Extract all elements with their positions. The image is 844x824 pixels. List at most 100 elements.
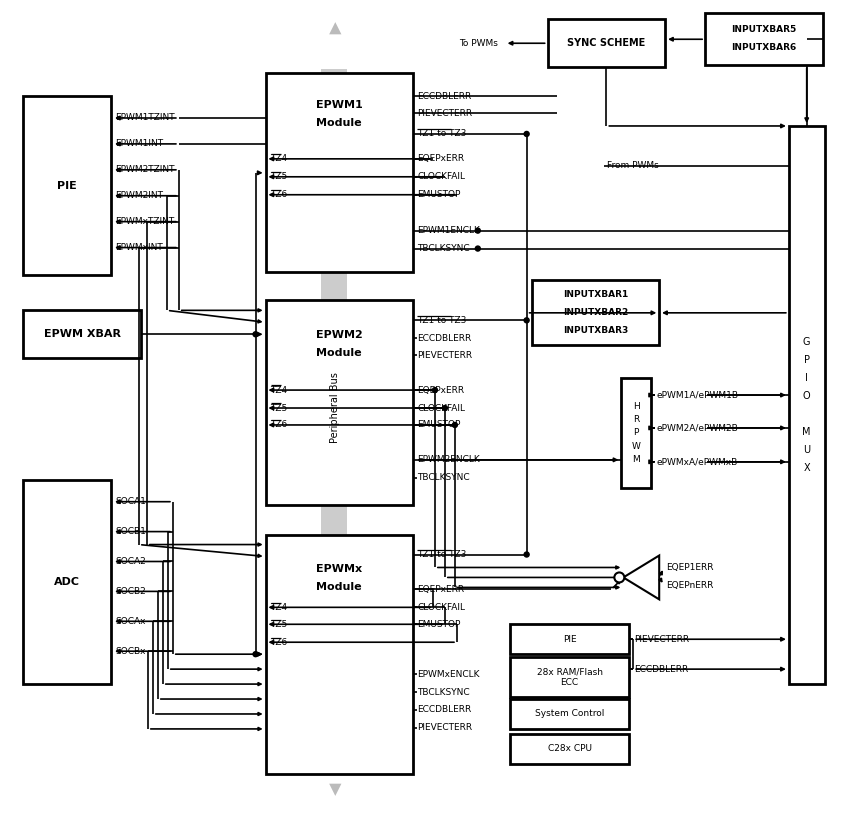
Circle shape [524, 132, 529, 137]
Bar [24, 480, 111, 684]
Bar [705, 13, 823, 65]
Text: EQEPxERR: EQEPxERR [417, 386, 464, 395]
Text: INPUTXBAR1: INPUTXBAR1 [563, 290, 628, 299]
Text: C28x CPU: C28x CPU [548, 744, 592, 753]
Circle shape [432, 387, 437, 392]
Bar [24, 311, 141, 358]
Text: EPWMxTZINT: EPWMxTZINT [115, 218, 175, 226]
Bar [510, 699, 630, 729]
Polygon shape [624, 555, 659, 599]
Text: ECCDBLERR: ECCDBLERR [635, 665, 689, 674]
Text: TZ5: TZ5 [271, 404, 288, 413]
Text: SOCBx: SOCBx [115, 647, 145, 656]
Text: ePWM1A/ePWM1B: ePWM1A/ePWM1B [656, 391, 738, 400]
Text: System Control: System Control [535, 709, 604, 719]
Bar [789, 126, 825, 684]
Text: EQEP1ERR: EQEP1ERR [666, 563, 714, 572]
Text: TBCLKSYNC: TBCLKSYNC [417, 244, 469, 253]
Circle shape [524, 318, 529, 323]
Text: EQEPxERR: EQEPxERR [417, 154, 464, 163]
Bar [532, 280, 659, 345]
Circle shape [475, 228, 480, 233]
Text: EPWM2ENCLK: EPWM2ENCLK [417, 456, 479, 465]
Bar [510, 658, 630, 697]
Text: EPWM1: EPWM1 [316, 100, 363, 110]
Text: INPUTXBAR2: INPUTXBAR2 [563, 308, 628, 317]
Text: TZ5: TZ5 [271, 172, 288, 181]
Text: From PWMs: From PWMs [608, 162, 659, 171]
Text: Module: Module [316, 118, 362, 128]
Circle shape [253, 652, 258, 657]
Text: ECCDBLERR: ECCDBLERR [417, 705, 471, 714]
Text: PIEVECTERR: PIEVECTERR [635, 634, 690, 644]
Bar [24, 96, 111, 275]
Text: EQEPnERR: EQEPnERR [666, 581, 713, 590]
Text: ECCDBLERR: ECCDBLERR [417, 91, 471, 101]
Text: TZ4: TZ4 [271, 386, 288, 395]
Text: Module: Module [316, 349, 362, 358]
Bar [510, 734, 630, 764]
Bar [510, 625, 630, 654]
Text: TZ6: TZ6 [271, 190, 288, 199]
Circle shape [442, 405, 447, 410]
Text: INPUTXBAR3: INPUTXBAR3 [563, 325, 628, 335]
Circle shape [253, 332, 258, 337]
Text: INPUTXBAR6: INPUTXBAR6 [731, 43, 797, 52]
Text: CLOCKFAIL: CLOCKFAIL [417, 404, 465, 413]
Text: ADC: ADC [54, 577, 80, 587]
Text: To PWMs: To PWMs [459, 39, 498, 48]
Text: EPWMxINT: EPWMxINT [115, 243, 163, 252]
Text: EPWM2: EPWM2 [316, 330, 363, 340]
Text: TZ1 to TZ3: TZ1 to TZ3 [417, 129, 467, 138]
Bar [266, 73, 413, 273]
Text: EPWM2INT: EPWM2INT [115, 191, 163, 200]
Text: EMUSTOP: EMUSTOP [417, 420, 460, 429]
Text: EPWMx: EPWMx [316, 564, 362, 574]
Text: ePWM2A/ePWM2B: ePWM2A/ePWM2B [656, 424, 738, 433]
Text: PIE: PIE [57, 180, 77, 191]
Text: TZ5: TZ5 [271, 620, 288, 629]
Bar [266, 535, 413, 774]
Bar [322, 69, 347, 753]
Text: TZ6: TZ6 [271, 638, 288, 647]
Text: EMUSTOP: EMUSTOP [417, 190, 460, 199]
Text: CLOCKFAIL: CLOCKFAIL [417, 172, 465, 181]
Text: SOCB1: SOCB1 [115, 527, 146, 536]
Text: PIEVECTERR: PIEVECTERR [417, 109, 472, 118]
Text: TZ1 to TZ3: TZ1 to TZ3 [417, 550, 467, 559]
Text: SYNC SCHEME: SYNC SCHEME [567, 38, 646, 49]
Text: SOCB2: SOCB2 [115, 587, 146, 596]
Text: SOCAx: SOCAx [115, 617, 145, 625]
Text: 28x RAM/Flash
ECC: 28x RAM/Flash ECC [537, 667, 603, 686]
Text: TZ4: TZ4 [271, 154, 288, 163]
Text: TZ1 to TZ3: TZ1 to TZ3 [417, 316, 467, 325]
Text: Peripheral Bus: Peripheral Bus [330, 372, 340, 443]
Circle shape [452, 423, 457, 428]
Text: CLOCKFAIL: CLOCKFAIL [417, 603, 465, 612]
Text: TZ6: TZ6 [271, 420, 288, 429]
Text: EPWMxENCLK: EPWMxENCLK [417, 670, 479, 679]
Bar [621, 378, 652, 488]
Text: TBCLKSYNC: TBCLKSYNC [417, 473, 469, 482]
Text: EMUSTOP: EMUSTOP [417, 620, 460, 629]
Text: PIE: PIE [563, 634, 576, 644]
Circle shape [614, 573, 625, 583]
Text: EPWM1INT: EPWM1INT [115, 139, 163, 148]
Text: EQEPxERR: EQEPxERR [417, 585, 464, 594]
Text: EPWM1ENCLK: EPWM1ENCLK [417, 226, 480, 235]
Text: EPWM2TZINT: EPWM2TZINT [115, 166, 175, 175]
Text: H
R
P
W
M: H R P W M [632, 402, 641, 464]
Text: PIEVECTERR: PIEVECTERR [417, 351, 472, 360]
Text: ePWMxA/ePWMxB: ePWMxA/ePWMxB [656, 457, 738, 466]
Text: TBCLKSYNC: TBCLKSYNC [417, 687, 469, 696]
Text: EPWM XBAR: EPWM XBAR [44, 330, 121, 339]
Text: SOCA2: SOCA2 [115, 557, 146, 566]
Bar [266, 301, 413, 504]
Text: TZ4: TZ4 [271, 603, 288, 612]
Circle shape [524, 552, 529, 557]
Text: G
P
I
O
 
M
U
X: G P I O M U X [803, 337, 811, 473]
Circle shape [475, 246, 480, 251]
Text: ECCDBLERR: ECCDBLERR [417, 334, 471, 343]
Text: PIEVECTERR: PIEVECTERR [417, 723, 472, 733]
Text: Module: Module [316, 583, 362, 592]
